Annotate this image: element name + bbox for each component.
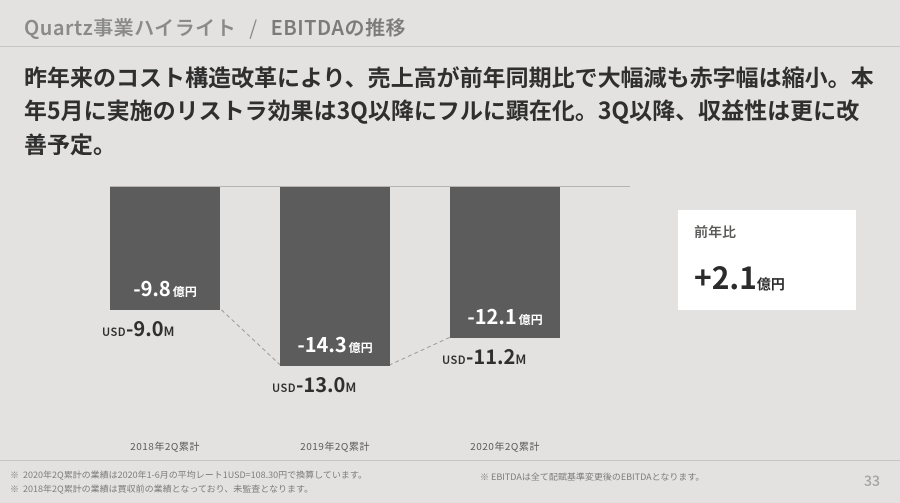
bar-usd-label: USD-13.0M [272, 369, 356, 398]
bar-usd-prefix: USD [442, 352, 466, 368]
bar-usd-number: -13.0 [296, 369, 345, 398]
bar-usd-unit: M [515, 349, 526, 368]
bar-usd-number: -9.0 [126, 313, 164, 342]
page-number: 33 [864, 471, 880, 491]
yoy-value-unit: 億円 [757, 274, 785, 294]
breadcrumb-unit-b: EBITDAの推移 [271, 12, 406, 41]
footnote-text: EBITDAは全て配賦基準変更後のEBITDAとなります。 [491, 470, 704, 483]
footnote-line: ※2018年2Q累計の業績は買収前の業績となっており、未監査となります。 [10, 482, 367, 496]
footnote-right: ※ EBITDAは全て配賦基準変更後のEBITDAとなります。 [480, 470, 704, 483]
bar-usd-prefix: USD [272, 380, 296, 396]
footnote-asterisk-icon: ※ [10, 468, 23, 481]
footer-divider [0, 460, 900, 461]
chart-bar: -9.8億円 [110, 187, 220, 310]
chart-bar: -12.1億円 [450, 187, 560, 338]
bar-usd-label: USD-11.2M [442, 341, 526, 370]
bar-yen-number: -14.3 [297, 329, 346, 358]
bar-yen-unit: 億円 [347, 339, 373, 356]
bar-yen-number: -9.8 [133, 273, 171, 302]
ebitda-bar-chart: -9.8億円USD-9.0M2018年2Q累計-14.3億円USD-13.0M2… [110, 186, 610, 446]
bar-yen-label: -12.1億円 [450, 301, 560, 330]
bar-yen-number: -12.1 [467, 301, 516, 330]
breadcrumb-unit-a: Quartz事業ハイライト [24, 12, 236, 41]
bar-usd-unit: M [164, 321, 175, 340]
bar-usd-label: USD-9.0M [102, 313, 174, 342]
breadcrumb: Quartz事業ハイライト / EBITDAの推移 [24, 12, 406, 41]
yoy-card: 前年比 +2.1億円 [678, 210, 856, 310]
footnote-asterisk-icon: ※ [480, 470, 489, 483]
bar-usd-unit: M [345, 377, 356, 396]
footnotes-left: ※2020年2Q累計の業績は2020年1-6月の平均レート1USD=108.30… [10, 468, 367, 495]
yoy-value: +2.1億円 [694, 254, 840, 298]
chart-bar: -14.3億円 [280, 187, 390, 366]
footnote-line: ※2020年2Q累計の業績は2020年1-6月の平均レート1USD=108.30… [10, 468, 367, 482]
bar-category-label: 2018年2Q累計 [85, 438, 245, 453]
footnote-text: 2020年2Q累計の業績は2020年1-6月の平均レート1USD=108.30円… [23, 468, 367, 481]
bar-category-label: 2019年2Q累計 [255, 438, 415, 453]
yoy-value-number: +2.1 [694, 254, 757, 298]
bar-yen-label: -14.3億円 [280, 329, 390, 358]
footnote-asterisk-icon: ※ [10, 482, 23, 495]
bar-yen-label: -9.8億円 [110, 273, 220, 302]
yoy-label: 前年比 [694, 222, 840, 242]
bar-yen-unit: 億円 [517, 311, 543, 328]
bar-category-label: 2020年2Q累計 [425, 438, 585, 453]
bar-yen-unit: 億円 [171, 283, 197, 300]
bar-usd-number: -11.2 [466, 341, 515, 370]
headline-text: 昨年来のコスト構造改革により、売上高が前年同期比で大幅減も赤字幅は縮小。本年5月… [24, 60, 876, 160]
bar-usd-prefix: USD [102, 324, 126, 340]
breadcrumb-slash-icon: / [241, 12, 265, 41]
footnote-text: 2018年2Q累計の業績は買収前の業績となっており、未監査となります。 [23, 482, 313, 495]
header-divider [0, 46, 900, 47]
